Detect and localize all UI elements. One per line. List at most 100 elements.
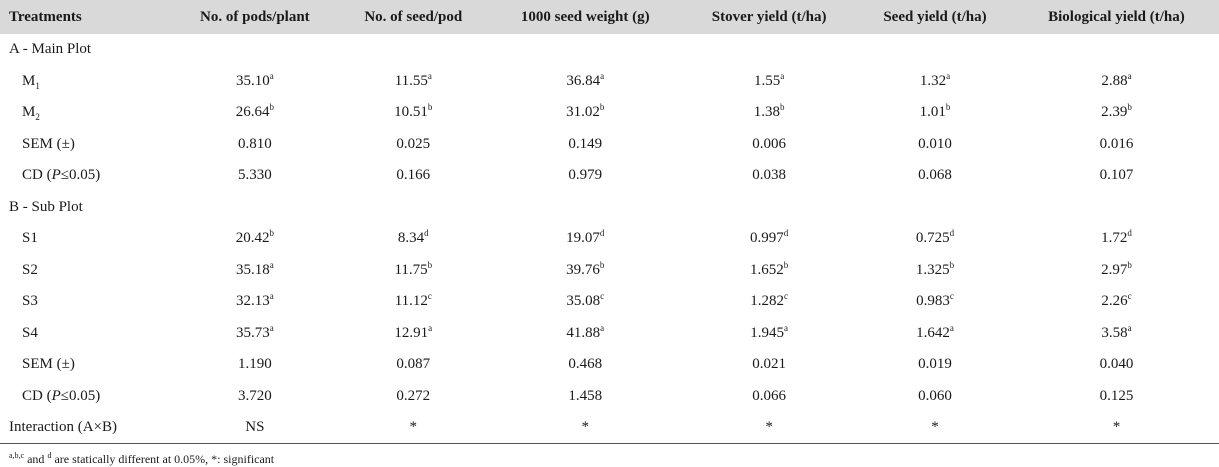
header-stover-yield: Stover yield (t/ha) bbox=[711, 8, 827, 25]
cell-value: 0.025 bbox=[396, 135, 431, 152]
table-row: CD (P≤0.05) 3.720 0.272 1.458 0.066 0.060 0.12… bbox=[0, 381, 1219, 413]
cell-significance-letter: b bbox=[599, 102, 605, 113]
table-row: CD (P≤0.05) 5.330 0.166 0.979 0.038 0.068 0.10… bbox=[0, 160, 1219, 192]
cell-value: 0.019 bbox=[918, 356, 952, 373]
table-cell: 39.76b bbox=[488, 255, 682, 287]
row-label-italic: P bbox=[51, 387, 61, 404]
cell-significance-letter: a bbox=[600, 70, 605, 81]
table-cell: 11.75b bbox=[338, 255, 488, 287]
header-1000-seed-weight: 1000 seed weight (g) bbox=[520, 8, 650, 25]
table-row: M2 26.64b 10.51b 31.02b 1.38b 1.01b 2.39b bbox=[0, 97, 1219, 129]
table-cell: 31.02b bbox=[488, 97, 682, 129]
cell-significance-letter: a bbox=[946, 70, 951, 81]
table-cell: 36.84a bbox=[488, 66, 682, 98]
table-cell: 1.325b bbox=[856, 255, 1014, 287]
cell-value: 19.07 bbox=[566, 230, 600, 247]
row-label-subscript: 2 bbox=[35, 112, 40, 123]
cell-significance-letter: a bbox=[269, 259, 274, 270]
table-cell: 0.810 bbox=[172, 129, 339, 161]
cell-value: 2.97 bbox=[1101, 261, 1128, 278]
row-label: S3 bbox=[0, 286, 172, 318]
table-cell: 1.32a bbox=[856, 66, 1014, 98]
interaction-label: Interaction (A×B) bbox=[0, 412, 172, 444]
sub-plot-row: B - Sub Plot bbox=[0, 192, 1219, 224]
table-cell: 0.010 bbox=[856, 129, 1014, 161]
row-label-text: SEM (±) bbox=[22, 356, 75, 373]
table-cell: 1.282c bbox=[682, 286, 856, 318]
interaction-cell: * bbox=[856, 412, 1014, 444]
cell-significance-letter: a bbox=[427, 70, 432, 81]
table-cell: 0.040 bbox=[1014, 349, 1219, 381]
cell-value: 35.08 bbox=[566, 293, 601, 310]
cell-significance-letter: b bbox=[269, 102, 274, 113]
header-pods-per-plant: No. of pods/plant bbox=[200, 8, 310, 25]
cell-value: 0.983 bbox=[916, 293, 950, 310]
main-plot-heading: A - Main Plot bbox=[9, 41, 92, 58]
cell-value: 2.88 bbox=[1101, 72, 1128, 89]
cell-value: 1.190 bbox=[237, 356, 272, 373]
interaction-cell: * bbox=[682, 412, 857, 444]
cell-value: 0.006 bbox=[752, 135, 786, 152]
cell-significance-letter: d bbox=[1127, 228, 1132, 239]
table-row: SEM (±) 0.810 0.025 0.149 0.006 0.010 0.016 bbox=[0, 129, 1219, 161]
cell-value: 0.149 bbox=[568, 135, 603, 152]
row-label-text: S3 bbox=[22, 293, 38, 310]
table-cell: 0.019 bbox=[856, 349, 1014, 381]
footnote-sup-abc: a,b,c bbox=[9, 451, 25, 460]
cell-significance-letter: c bbox=[949, 291, 954, 302]
table-cell: 12.91a bbox=[338, 318, 488, 350]
header-row: Treatments No. of pods/plant No. of seed… bbox=[0, 0, 1219, 34]
row-label-text: S1 bbox=[22, 230, 38, 247]
interaction-row: Interaction (A×B) NS * * * * * bbox=[0, 412, 1219, 444]
table-cell: 2.39b bbox=[1014, 97, 1219, 129]
cell-significance-letter: b bbox=[599, 259, 605, 270]
cell-value: 5.330 bbox=[237, 167, 272, 184]
cell-value: 0.087 bbox=[396, 356, 431, 373]
table-cell: 0.149 bbox=[488, 129, 682, 161]
cell-value: 1.55 bbox=[753, 72, 781, 89]
cell-significance-letter: d bbox=[599, 228, 605, 239]
cell-value: 2.26 bbox=[1101, 293, 1128, 310]
table-cell: 0.983c bbox=[856, 286, 1014, 318]
table-cell: 0.060 bbox=[856, 381, 1014, 413]
table-cell: 32.13a bbox=[172, 286, 339, 318]
table-cell: 0.068 bbox=[856, 160, 1014, 192]
cell-significance-letter: d bbox=[783, 228, 789, 239]
cell-value: 26.64 bbox=[235, 104, 270, 121]
cell-value: 0.166 bbox=[396, 167, 431, 184]
row-label: S1 bbox=[0, 223, 172, 255]
table-cell: 0.066 bbox=[682, 381, 856, 413]
table-cell: 1.652b bbox=[682, 255, 856, 287]
row-label: M2 bbox=[0, 97, 172, 129]
cell-value: 11.55 bbox=[394, 72, 428, 89]
cell-significance-letter: b bbox=[945, 102, 951, 113]
table-cell: 1.642a bbox=[856, 318, 1014, 350]
row-label-pre: CD ( bbox=[22, 387, 52, 404]
table-cell: 11.12c bbox=[338, 286, 488, 318]
interaction-cell: * bbox=[488, 412, 683, 444]
cell-value: 0.021 bbox=[752, 356, 786, 373]
table-cell: 0.166 bbox=[338, 160, 488, 192]
table-cell: 0.038 bbox=[682, 160, 856, 192]
cell-value: 0.107 bbox=[1099, 167, 1134, 184]
row-label: CD (P≤0.05) bbox=[0, 160, 172, 192]
row-label-italic: P bbox=[51, 167, 61, 184]
cell-value: 0.468 bbox=[568, 356, 603, 373]
table-cell: 3.720 bbox=[172, 381, 339, 413]
row-label-text: M bbox=[22, 104, 36, 121]
row-label-post: ≤0.05) bbox=[60, 387, 101, 404]
interaction-cell: * bbox=[338, 412, 489, 444]
table-cell: 0.087 bbox=[338, 349, 488, 381]
cell-value: 1.945 bbox=[750, 324, 784, 341]
cell-value: 1.325 bbox=[915, 261, 950, 278]
table-row: S3 32.13a 11.12c 35.08c 1.282c 0.983c 2.26c bbox=[0, 286, 1219, 318]
cell-value: 1.652 bbox=[749, 261, 784, 278]
cell-value: 0.010 bbox=[918, 135, 952, 152]
cell-value: 8.34 bbox=[397, 230, 425, 247]
cell-significance-letter: b bbox=[1127, 259, 1132, 270]
cell-value: 1.72 bbox=[1101, 230, 1128, 247]
cell-value: 0.725 bbox=[915, 230, 950, 247]
cell-value: 0.272 bbox=[396, 387, 431, 404]
table-cell: 1.01b bbox=[856, 97, 1014, 129]
interaction-cell: * bbox=[1013, 412, 1219, 444]
